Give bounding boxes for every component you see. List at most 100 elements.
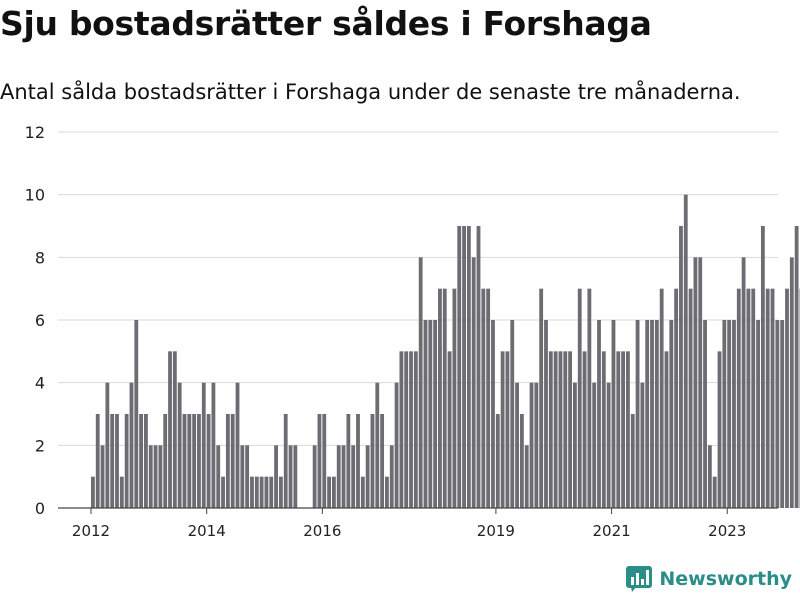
bar	[259, 476, 264, 508]
bar	[95, 414, 100, 508]
bar	[794, 226, 799, 508]
bar	[524, 445, 529, 508]
bar	[548, 351, 553, 508]
bar	[707, 445, 712, 508]
bar	[428, 320, 433, 508]
bar	[447, 351, 452, 508]
bar	[674, 288, 679, 508]
bar	[717, 351, 722, 508]
bar	[741, 257, 746, 508]
bar	[760, 226, 765, 508]
bar	[722, 320, 727, 508]
bar	[370, 414, 375, 508]
bar	[148, 445, 153, 508]
bar	[341, 445, 346, 508]
bar	[124, 414, 129, 508]
bar	[110, 414, 115, 508]
bar	[491, 320, 495, 508]
bar	[519, 414, 524, 508]
bar	[486, 288, 491, 508]
bar	[182, 414, 187, 508]
bar	[476, 226, 481, 508]
bar	[471, 257, 476, 508]
bar	[529, 382, 534, 508]
bar	[278, 476, 283, 508]
bar	[105, 382, 110, 508]
bar	[168, 351, 172, 508]
bar	[332, 476, 336, 508]
bar	[780, 320, 785, 508]
bar	[433, 320, 438, 508]
bar	[592, 382, 597, 508]
bar	[134, 320, 139, 508]
chart-subtitle: Antal sålda bostadsrätter i Forshaga und…	[0, 80, 741, 104]
bar	[611, 320, 616, 508]
bar	[413, 351, 418, 508]
bar	[688, 288, 693, 508]
bar	[544, 320, 548, 508]
bar	[250, 476, 254, 508]
bar	[197, 414, 201, 508]
bar	[283, 414, 288, 508]
bar	[669, 320, 674, 508]
bar	[775, 320, 780, 508]
bar	[356, 414, 360, 508]
bar	[144, 414, 148, 508]
bar	[765, 288, 770, 508]
bar	[322, 414, 327, 508]
bar	[756, 320, 760, 508]
brand-name: Newsworthy	[659, 568, 792, 590]
bar	[394, 382, 399, 508]
bar	[736, 288, 741, 508]
bar	[645, 320, 650, 508]
y-tick-label: 4	[35, 374, 45, 393]
bar	[380, 414, 385, 508]
bar	[115, 414, 119, 508]
bar	[510, 320, 515, 508]
bar	[635, 320, 640, 508]
bar	[264, 476, 269, 508]
bar	[515, 382, 519, 508]
x-tick-label: 2023	[708, 522, 746, 540]
bar	[573, 382, 577, 508]
bar	[312, 445, 317, 508]
bar	[399, 351, 404, 508]
bar	[683, 194, 688, 508]
bar	[640, 382, 645, 508]
bar	[601, 351, 606, 508]
bar	[240, 445, 245, 508]
y-tick-label: 10	[25, 186, 45, 205]
bar	[216, 445, 221, 508]
bar	[582, 351, 587, 508]
bar	[346, 414, 351, 508]
chart-title: Sju bostadsrätter såldes i Forshaga	[0, 4, 652, 43]
bar	[698, 257, 703, 508]
bar	[274, 445, 278, 508]
bar	[389, 445, 394, 508]
x-tick-label: 2021	[592, 522, 630, 540]
bar	[452, 288, 457, 508]
bar	[466, 226, 471, 508]
bar	[423, 320, 428, 508]
y-tick-label: 2	[35, 436, 45, 455]
bar	[563, 351, 568, 508]
bar	[129, 382, 134, 508]
x-tick-label: 2019	[477, 522, 515, 540]
bar	[158, 445, 163, 508]
bar	[659, 288, 664, 508]
brand-logo: Newsworthy	[626, 566, 792, 592]
bar	[789, 257, 794, 508]
y-tick-label: 0	[35, 499, 45, 518]
bar	[317, 414, 322, 508]
bar	[360, 476, 365, 508]
bar	[770, 288, 775, 508]
bar	[481, 288, 486, 508]
bar	[442, 288, 447, 508]
bar	[235, 382, 240, 508]
bar	[172, 351, 177, 508]
bar	[365, 445, 370, 508]
bar	[693, 257, 698, 508]
bar	[712, 476, 717, 508]
bar	[245, 445, 250, 508]
bar	[288, 445, 293, 508]
